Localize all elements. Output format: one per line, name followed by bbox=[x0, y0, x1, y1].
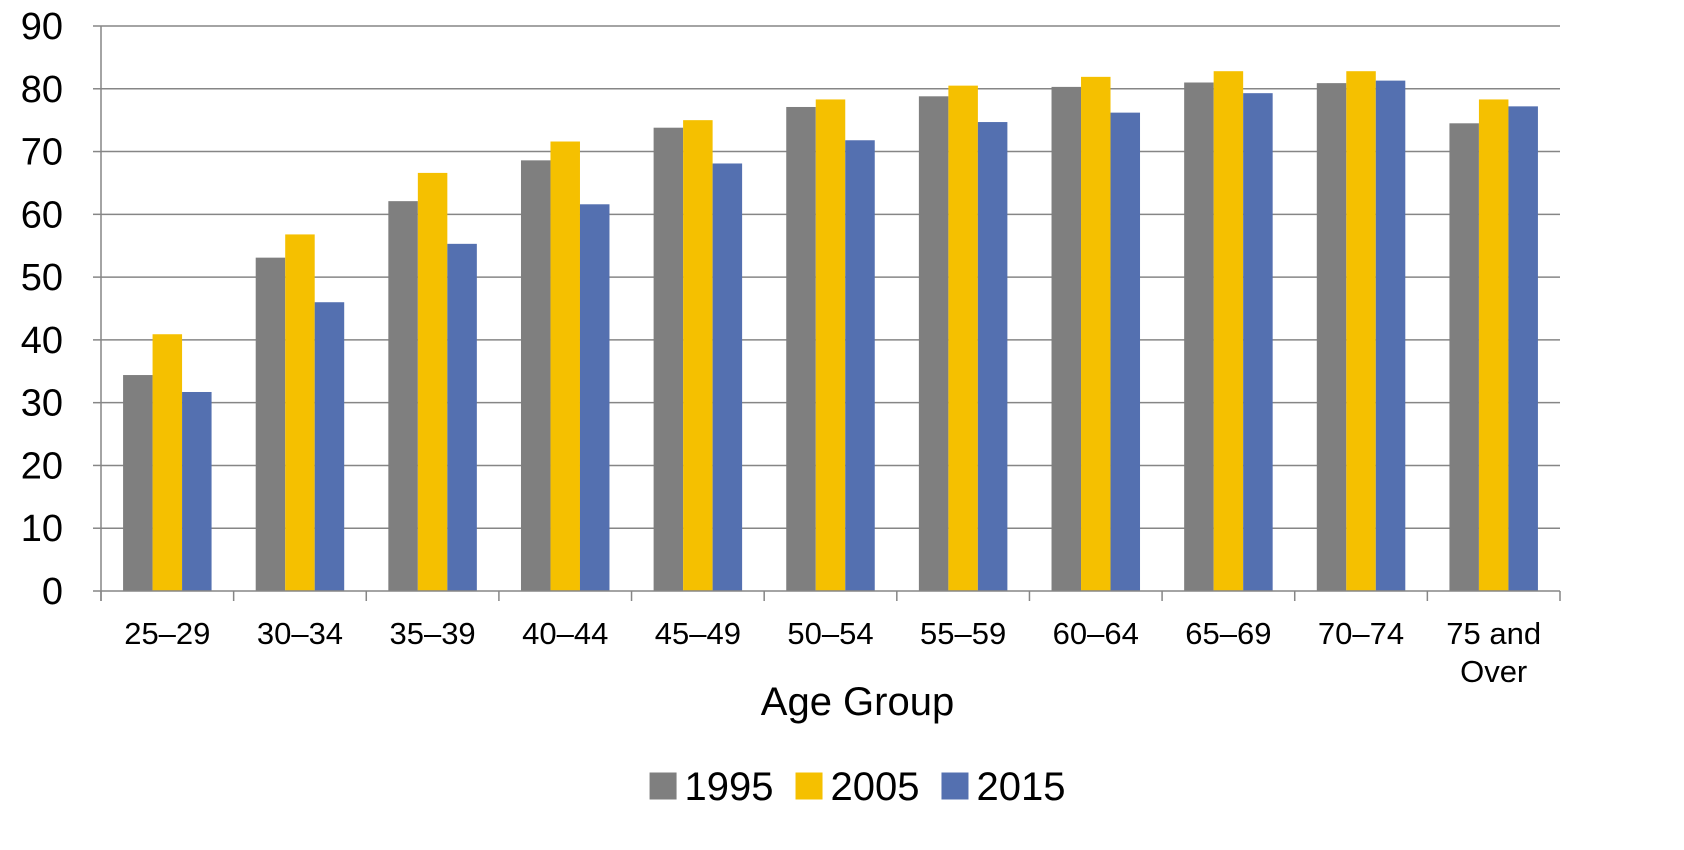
y-tick-label: 20 bbox=[21, 445, 63, 487]
bar-2005-0 bbox=[152, 334, 183, 591]
y-tick-label: 10 bbox=[21, 508, 63, 550]
bar-1995-5 bbox=[786, 106, 816, 591]
x-tick-label: 40–44 bbox=[522, 616, 608, 651]
bar-2005-9 bbox=[1346, 71, 1376, 591]
bar-1995-8 bbox=[1184, 82, 1214, 591]
bar-2015-0 bbox=[182, 391, 212, 591]
legend-label-2015: 2015 bbox=[976, 765, 1065, 809]
legend-swatch-2005 bbox=[795, 772, 823, 800]
bar-2015-3 bbox=[579, 204, 610, 592]
bar-1995-6 bbox=[918, 96, 949, 592]
bar-2005-6 bbox=[948, 85, 978, 591]
bar-1995-9 bbox=[1316, 83, 1347, 591]
x-axis-title: Age Group bbox=[761, 680, 954, 724]
bar-2015-10 bbox=[1508, 106, 1538, 591]
legend: 1995 2005 2015 bbox=[649, 765, 1065, 809]
x-tick-label: 25–29 bbox=[124, 616, 210, 651]
y-tick-label: 30 bbox=[21, 383, 63, 425]
x-tick-label: 45–49 bbox=[655, 616, 741, 651]
x-tick-label: Over bbox=[1460, 654, 1527, 689]
legend-swatch-2015 bbox=[941, 772, 969, 800]
bar-2005-4 bbox=[683, 120, 713, 592]
bar-2005-7 bbox=[1081, 76, 1111, 592]
x-tick-label: 70–74 bbox=[1318, 616, 1404, 651]
x-tick-label: 30–34 bbox=[257, 616, 343, 651]
bar-1995-10 bbox=[1449, 123, 1479, 592]
bar-2015-8 bbox=[1243, 93, 1273, 591]
x-tick-label: 55–59 bbox=[920, 616, 1006, 651]
bar-2005-8 bbox=[1213, 71, 1244, 591]
bar-2015-2 bbox=[447, 243, 477, 592]
x-tick-label: 50–54 bbox=[787, 616, 873, 651]
bar-2005-2 bbox=[417, 172, 448, 591]
bar-1995-1 bbox=[255, 257, 286, 591]
y-tick-label: 80 bbox=[21, 69, 63, 111]
bar-1995-2 bbox=[388, 201, 418, 591]
y-tick-label: 90 bbox=[21, 6, 63, 48]
bar-2005-1 bbox=[285, 234, 315, 591]
bars bbox=[123, 71, 1538, 592]
bar-1995-7 bbox=[1051, 86, 1082, 592]
legend-swatch-1995 bbox=[649, 772, 677, 800]
y-tick-label: 60 bbox=[21, 194, 63, 236]
bar-2015-5 bbox=[845, 140, 875, 591]
x-tick-label: 75 and bbox=[1446, 616, 1541, 651]
y-tick-label: 70 bbox=[21, 132, 63, 174]
bar-2015-7 bbox=[1110, 112, 1141, 591]
axes bbox=[93, 25, 1561, 601]
bar-1995-4 bbox=[653, 127, 684, 591]
x-tick-label: 65–69 bbox=[1185, 616, 1271, 651]
x-tick-label: 35–39 bbox=[389, 616, 475, 651]
bar-2015-6 bbox=[977, 122, 1008, 592]
legend-label-1995: 1995 bbox=[685, 765, 774, 809]
bar-2005-3 bbox=[550, 141, 580, 591]
x-tick-label: 60–64 bbox=[1053, 616, 1139, 651]
y-tick-label: 50 bbox=[21, 257, 63, 299]
bar-2005-10 bbox=[1478, 99, 1509, 591]
y-tick-label: 0 bbox=[42, 571, 63, 613]
tick-labels: 0 10 20 30 40 50 60 70 80 90 25–29 30–34 35–39 40–44 4… bbox=[21, 6, 1541, 689]
bar-2015-9 bbox=[1375, 80, 1406, 591]
bar-1995-3 bbox=[520, 160, 551, 591]
y-tick-label: 40 bbox=[21, 320, 63, 362]
bar-2015-1 bbox=[314, 302, 345, 591]
bar-1995-0 bbox=[123, 375, 153, 591]
bar-2005-5 bbox=[815, 99, 846, 591]
legend-label-2005: 2005 bbox=[831, 765, 920, 809]
bar-2015-4 bbox=[712, 163, 743, 591]
